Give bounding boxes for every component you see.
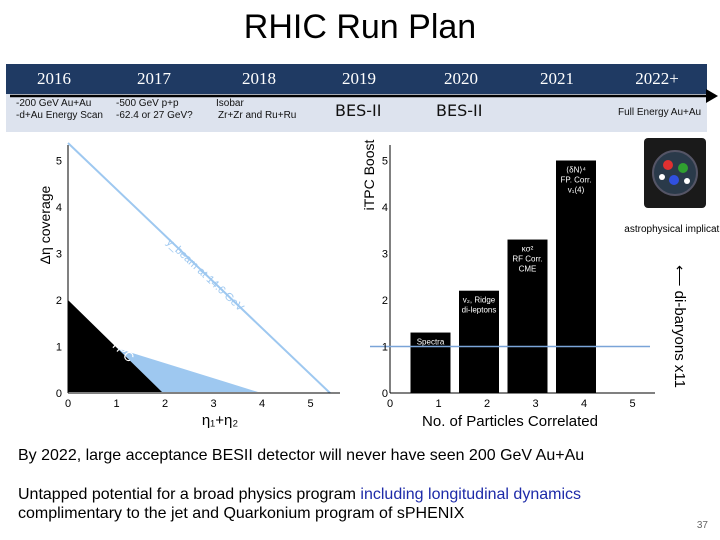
boost-bar xyxy=(410,332,451,393)
right-xtick-label: 3 xyxy=(532,398,538,410)
year-2017: 2017 xyxy=(137,69,171,88)
boost-bar-label: Spectra xyxy=(417,338,445,347)
right-plot-ylabel: iTPC Boost xyxy=(361,139,377,210)
right-ytick-label: 3 xyxy=(382,249,388,261)
boost-bars: Spectra v₂, Ridge di-leptons κσ² RF Corr. CME… xyxy=(410,160,596,393)
page-title: RHIC Run Plan xyxy=(243,8,477,46)
detail-2019: BES-II xyxy=(335,101,382,120)
year-2020: 2020 xyxy=(444,69,478,88)
left-ytick-label: 2 xyxy=(56,295,62,307)
right-ytick-label: 4 xyxy=(382,202,388,214)
left-xtick-label: 0 xyxy=(65,398,71,410)
boost-bar xyxy=(459,290,499,393)
right-plot-xlabel: No. of Particles Correlated xyxy=(422,413,598,430)
itpc-boost-chart: Spectra v₂, Ridge di-leptons κσ² RF Corr. CME… xyxy=(361,138,720,430)
left-ytick-label: 4 xyxy=(56,202,62,214)
right-ytick-label: 2 xyxy=(382,295,388,307)
year-2021: 2021 xyxy=(540,69,574,88)
boost-bar xyxy=(507,239,548,393)
highlight-text: including longitudinal dynamics xyxy=(360,486,581,503)
di-baryons-text: ⟵ di-baryons x11 xyxy=(671,265,688,388)
year-2016: 2016 xyxy=(37,69,71,88)
detail-2018: Isobar Zr+Zr and Ru+Ru xyxy=(216,98,297,121)
right-xtick-label: 5 xyxy=(629,398,635,410)
left-ytick-label: 5 xyxy=(56,156,62,168)
left-plot-ylabel: Δη coverage xyxy=(37,185,53,264)
left-xtick-label: 1 xyxy=(113,398,119,410)
itpc-label: iTPC xyxy=(130,312,161,343)
left-xtick-label: 5 xyxy=(307,398,313,410)
left-ytick-label: 0 xyxy=(56,388,62,400)
year-2019: 2019 xyxy=(342,69,376,88)
left-plot-ticks: 0 1 2 3 4 5 0 1 2 3 4 5 xyxy=(56,156,314,411)
right-ytick-label: 0 xyxy=(382,388,388,400)
body-line-1: By 2022, large acceptance BESII detector… xyxy=(18,447,585,464)
right-xtick-label: 0 xyxy=(387,398,393,410)
ybeam-label: y_beam at 14.6 GeV xyxy=(164,236,246,314)
body-line-2-text: Untapped potential for a broad physics p… xyxy=(18,486,361,503)
ybeam-line xyxy=(67,142,331,394)
right-xtick-label: 2 xyxy=(484,398,490,410)
page-number: 37 xyxy=(696,520,708,531)
boost-bar xyxy=(556,160,596,393)
body-line-3: complimentary to the jet and Quarkonium … xyxy=(18,505,465,522)
right-xtick-label: 4 xyxy=(581,398,587,410)
right-ytick-label: 1 xyxy=(382,342,388,354)
right-ytick-label: 5 xyxy=(382,156,388,168)
right-plot-ticks: 0 1 2 3 4 5 0 1 2 3 4 5 xyxy=(382,156,636,411)
timeline-header-bar xyxy=(6,64,707,94)
astrophysical-text: astrophysical implications xyxy=(624,224,720,235)
detail-2017: -500 GeV p+p -62.4 or 27 GeV? xyxy=(116,98,193,121)
left-ytick-label: 1 xyxy=(56,342,62,354)
boost-bar-label: κσ² RF Corr. CME xyxy=(512,245,542,274)
left-xtick-label: 2 xyxy=(162,398,168,410)
tpc-acceptance-region xyxy=(68,300,162,392)
detail-2020: BES-II xyxy=(436,101,483,120)
left-xtick-label: 3 xyxy=(210,398,216,410)
detail-2016: -200 GeV Au+Au -d+Au Energy Scan xyxy=(16,98,103,121)
boost-bar-label: v₂, Ridge di-leptons xyxy=(462,296,497,315)
left-plot-xlabel: η₁+η₂ xyxy=(202,412,239,429)
right-xtick-label: 1 xyxy=(435,398,441,410)
body-line-2: Untapped potential for a broad physics p… xyxy=(18,485,581,504)
year-2022plus: 2022+ xyxy=(635,69,679,88)
left-ytick-label: 3 xyxy=(56,249,62,261)
timeline-detail-bar xyxy=(6,94,707,132)
left-xtick-label: 4 xyxy=(259,398,265,410)
timeline-arrow xyxy=(10,89,718,103)
particle-collision-image xyxy=(644,138,706,208)
year-2018: 2018 xyxy=(242,69,276,88)
detail-2022: Full Energy Au+Au xyxy=(618,107,702,118)
boost-bar-label: ⟨δN⟩⁴ FP. Corr. v₁(4) xyxy=(561,166,592,195)
